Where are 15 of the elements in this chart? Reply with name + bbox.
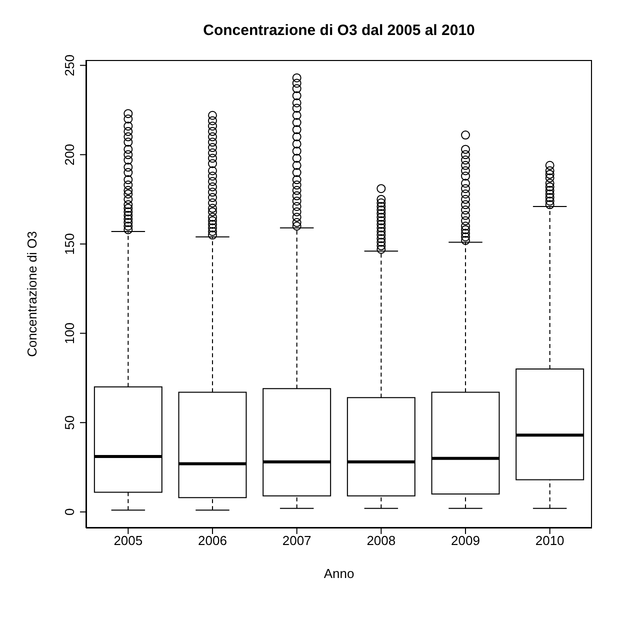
y-tick-label: 250 xyxy=(62,54,77,76)
y-tick-label: 200 xyxy=(62,144,77,166)
x-tick-label: 2007 xyxy=(282,533,312,548)
x-tick-label: 2006 xyxy=(198,533,227,548)
x-axis-title: Anno xyxy=(324,566,354,581)
y-tick-label: 0 xyxy=(62,508,77,516)
x-tick-label: 2009 xyxy=(451,533,480,548)
chart-title: Concentrazione di O3 dal 2005 al 2010 xyxy=(202,22,476,39)
y-tick-label: 100 xyxy=(62,322,77,344)
x-tick-label: 2010 xyxy=(535,533,564,548)
y-axis-title: Concentrazione di O3 xyxy=(24,231,40,357)
y-tick-label: 50 xyxy=(62,415,77,430)
y-tick-label: 150 xyxy=(62,233,77,255)
x-tick-label: 2005 xyxy=(114,533,143,548)
x-tick-label: 2008 xyxy=(366,533,396,548)
